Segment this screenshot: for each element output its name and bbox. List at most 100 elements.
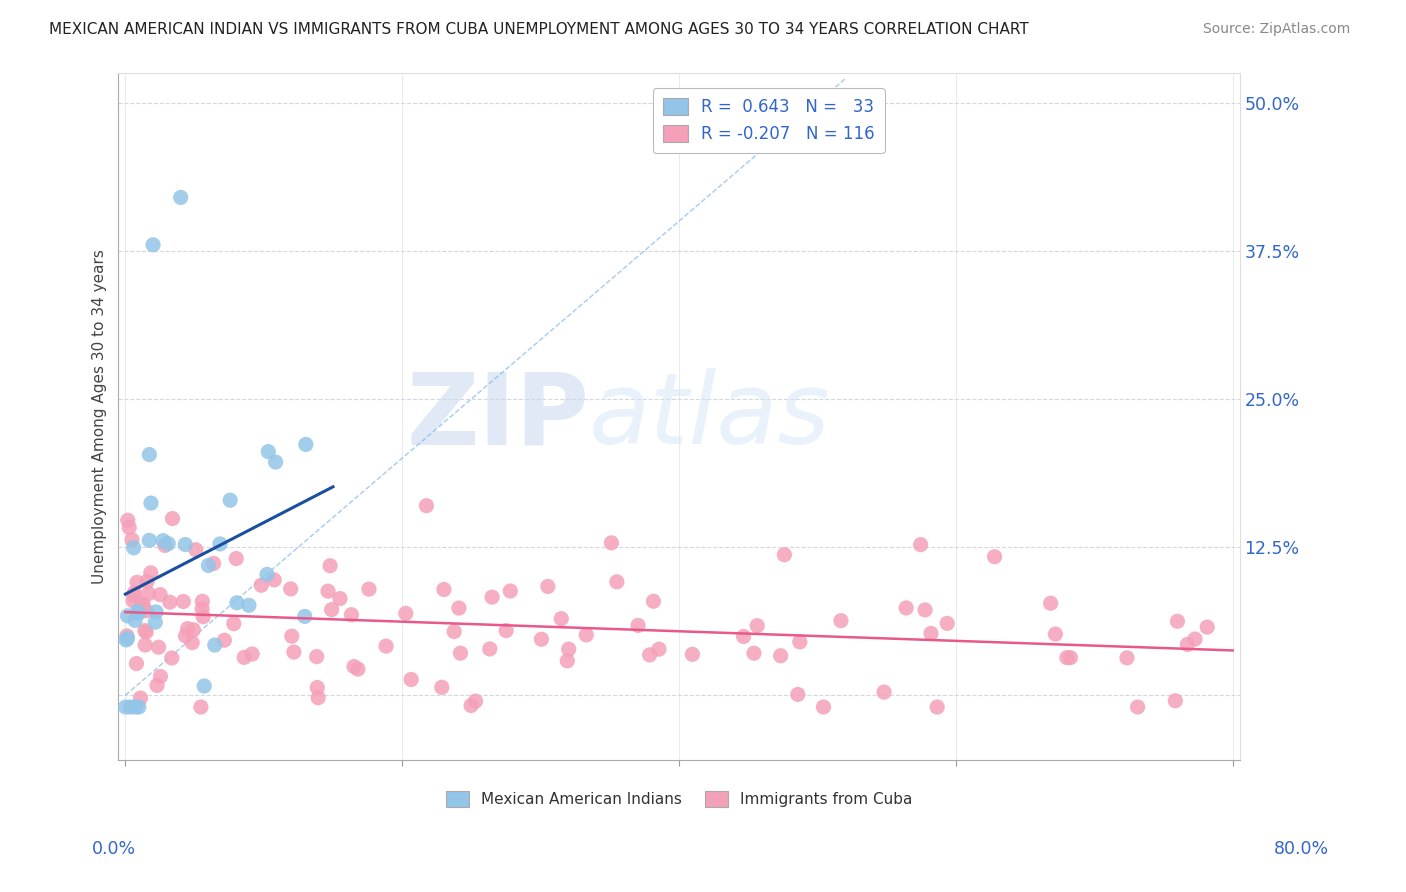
Point bbox=[139, 496, 162, 510]
Point bbox=[830, 614, 852, 628]
Point bbox=[873, 685, 896, 699]
Point bbox=[114, 700, 136, 714]
Point bbox=[295, 437, 318, 451]
Y-axis label: Unemployment Among Ages 30 to 34 years: Unemployment Among Ages 30 to 34 years bbox=[93, 249, 107, 584]
Point bbox=[184, 542, 207, 557]
Point bbox=[294, 609, 316, 624]
Point bbox=[733, 630, 755, 644]
Point bbox=[499, 584, 522, 599]
Point bbox=[148, 640, 170, 655]
Point bbox=[530, 632, 553, 647]
Text: ZIP: ZIP bbox=[406, 368, 589, 466]
Point bbox=[643, 594, 665, 608]
Point bbox=[176, 622, 198, 636]
Point bbox=[920, 626, 942, 640]
Point bbox=[129, 603, 152, 617]
Point bbox=[132, 597, 155, 611]
Point bbox=[357, 582, 380, 596]
Point bbox=[153, 538, 176, 552]
Point bbox=[138, 533, 160, 548]
Point bbox=[537, 579, 560, 593]
Point bbox=[307, 681, 329, 695]
Point bbox=[1184, 632, 1206, 646]
Point bbox=[316, 584, 339, 599]
Point bbox=[122, 588, 145, 602]
Point bbox=[136, 574, 159, 589]
Point bbox=[742, 646, 765, 660]
Point bbox=[202, 557, 225, 571]
Point bbox=[464, 694, 486, 708]
Point bbox=[162, 511, 184, 525]
Point bbox=[149, 669, 172, 683]
Point bbox=[786, 687, 808, 701]
Point bbox=[183, 623, 205, 637]
Point bbox=[117, 513, 139, 527]
Point bbox=[190, 700, 212, 714]
Point bbox=[138, 448, 160, 462]
Point bbox=[172, 594, 194, 608]
Point bbox=[460, 698, 482, 713]
Point bbox=[121, 533, 143, 547]
Point bbox=[208, 537, 231, 551]
Point bbox=[443, 624, 465, 639]
Point bbox=[281, 629, 304, 643]
Point bbox=[226, 596, 249, 610]
Point bbox=[399, 673, 422, 687]
Point bbox=[1197, 620, 1219, 634]
Point bbox=[139, 566, 162, 580]
Point bbox=[204, 638, 226, 652]
Point bbox=[120, 700, 142, 714]
Point bbox=[127, 605, 149, 619]
Point bbox=[1045, 627, 1067, 641]
Point bbox=[343, 659, 366, 673]
Point bbox=[600, 536, 623, 550]
Point bbox=[122, 541, 145, 555]
Point bbox=[555, 654, 578, 668]
Legend: Mexican American Indians, Immigrants from Cuba: Mexican American Indians, Immigrants fro… bbox=[439, 783, 920, 814]
Point bbox=[769, 648, 792, 663]
Point bbox=[347, 662, 370, 676]
Point bbox=[638, 648, 661, 662]
Point bbox=[117, 608, 139, 623]
Point bbox=[550, 612, 572, 626]
Point bbox=[395, 607, 418, 621]
Point bbox=[135, 604, 157, 618]
Point bbox=[135, 625, 157, 640]
Point bbox=[128, 700, 150, 714]
Point bbox=[280, 582, 302, 596]
Point bbox=[1059, 650, 1081, 665]
Point bbox=[495, 624, 517, 638]
Text: MEXICAN AMERICAN INDIAN VS IMMIGRANTS FROM CUBA UNEMPLOYMENT AMONG AGES 30 TO 34: MEXICAN AMERICAN INDIAN VS IMMIGRANTS FR… bbox=[49, 22, 1029, 37]
Point bbox=[125, 657, 148, 671]
Point bbox=[606, 574, 628, 589]
Point bbox=[747, 618, 769, 632]
Point bbox=[1166, 614, 1188, 628]
Point bbox=[129, 691, 152, 706]
Point bbox=[936, 616, 959, 631]
Point bbox=[1126, 700, 1149, 714]
Point bbox=[1164, 694, 1187, 708]
Point bbox=[773, 548, 796, 562]
Text: 80.0%: 80.0% bbox=[1274, 840, 1329, 858]
Point bbox=[115, 629, 138, 643]
Point bbox=[896, 601, 918, 615]
Point bbox=[1056, 650, 1078, 665]
Point bbox=[159, 595, 181, 609]
Point bbox=[214, 633, 236, 648]
Point bbox=[813, 700, 835, 714]
Point bbox=[145, 605, 167, 619]
Text: Source: ZipAtlas.com: Source: ZipAtlas.com bbox=[1202, 22, 1350, 37]
Point bbox=[138, 587, 160, 601]
Point bbox=[1177, 637, 1199, 651]
Point bbox=[125, 575, 148, 590]
Point bbox=[319, 558, 342, 573]
Point bbox=[170, 190, 193, 204]
Point bbox=[181, 635, 204, 649]
Point bbox=[131, 597, 153, 611]
Point bbox=[283, 645, 305, 659]
Point bbox=[329, 591, 352, 606]
Point bbox=[193, 679, 215, 693]
Point bbox=[627, 618, 650, 632]
Point bbox=[430, 681, 453, 695]
Point bbox=[197, 558, 219, 573]
